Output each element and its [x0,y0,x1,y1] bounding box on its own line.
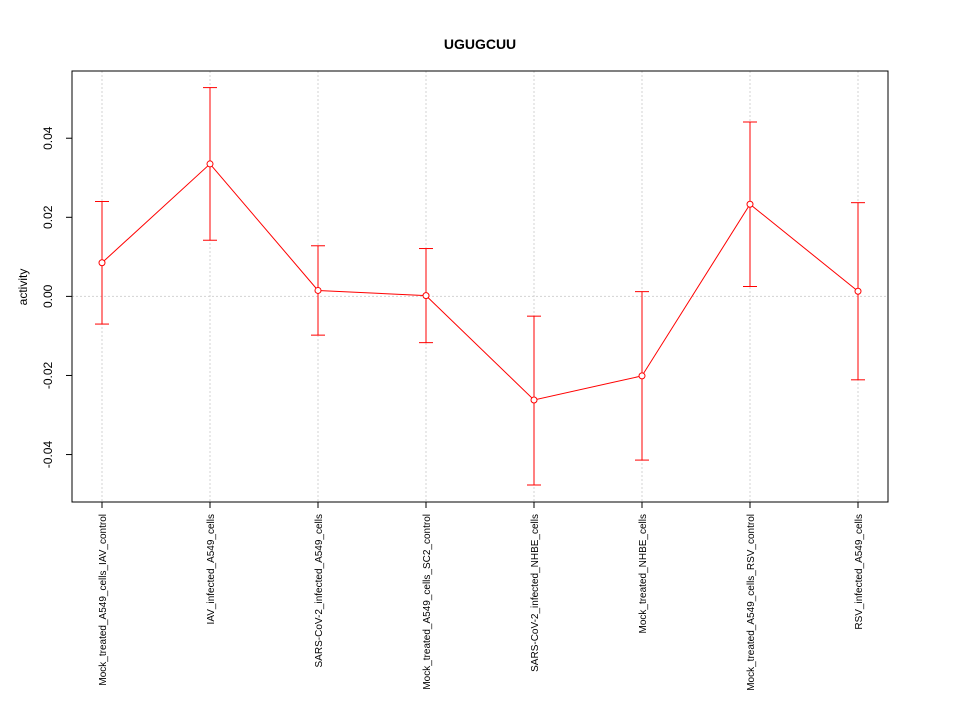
x-tick-label: RSV_infected_A549_cells [854,514,865,630]
grid [72,71,888,502]
y-tick-label: 0.00 [41,284,55,308]
x-tick-label: Mock_treated_NHBE_cells [638,514,649,634]
x-tick-label: Mock_treated_A549_cells_SC2_control [422,514,433,690]
x-tick-label: IAV_infected_A549_cells [206,514,217,624]
data-point [98,259,106,267]
data-point [746,200,754,208]
data-point [854,287,862,295]
x-axis: Mock_treated_A549_cells_IAV_control IAV_i… [98,501,865,691]
y-tick-label: -0.04 [41,441,55,469]
x-tick-label: SARS-CoV-2_infected_NHBE_cells [530,514,541,672]
y-tick-label: 0.04 [41,126,55,150]
x-tick-label: Mock_treated_A549_cells_IAV_control [98,514,109,686]
y-tick-label: -0.02 [41,361,55,389]
data-point [314,286,322,294]
data-point [206,160,214,168]
y-axis: -0.04 -0.02 0.00 0.02 0.04 [41,126,72,468]
chart-title: UGUGCUU [444,36,516,52]
x-tick-label: SARS-CoV-2_infected_A549_cells [314,514,325,667]
series [95,87,865,486]
data-point [638,372,646,380]
data-point [530,396,538,404]
y-axis-label: activity [16,269,30,306]
series-line [101,163,859,401]
plot-frame [71,70,889,503]
x-tick-label: Mock_treated_A549_cells_RSV_control [746,514,757,691]
data-point [422,292,430,300]
y-tick-label: 0.02 [41,205,55,229]
